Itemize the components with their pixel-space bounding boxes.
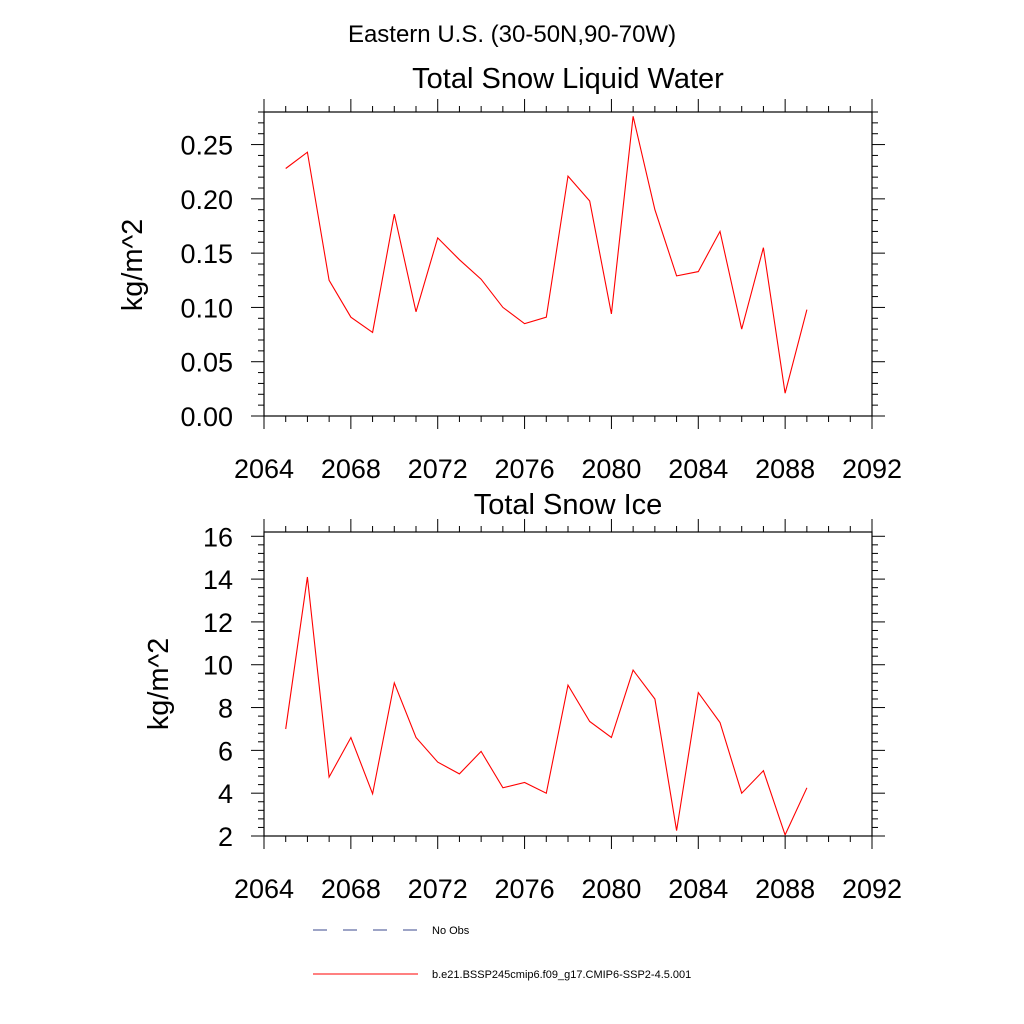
y-tick-label: 8 [218,694,233,724]
x-tick-label: 2080 [581,874,641,904]
x-tick-label: 2088 [755,874,815,904]
x-tick-label: 2064 [234,874,294,904]
y-axis-label: kg/m^2 [143,638,175,731]
series-line [285,116,808,394]
figure-title: Eastern U.S. (30-50N,90-70W) [348,21,676,48]
x-tick-label: 2068 [321,454,381,484]
y-tick-label: 10 [203,651,233,681]
series-layer [285,576,808,837]
legend-label-model-run: b.e21.BSSP245cmip6.f09_g17.CMIP6-SSP2-4.… [432,969,691,981]
y-tick-label: 0.00 [180,402,233,432]
y-axis-label: kg/m^2 [117,219,149,312]
x-tick-label: 2092 [842,454,902,484]
y-tick-label: 12 [203,608,233,638]
panel-title: Total Snow Ice [474,489,663,521]
y-tick-label: 2 [218,822,233,852]
x-tick-label: 2076 [495,874,555,904]
series-layer [285,116,808,394]
x-tick-label: 2092 [842,874,902,904]
legend-label-no-obs: No Obs [432,925,470,937]
y-tick-label: 0.15 [180,239,233,269]
y-tick-label: 0.20 [180,185,233,215]
x-tick-label: 2072 [408,874,468,904]
x-tick-label: 2088 [755,454,815,484]
x-tick-label: 2084 [668,874,728,904]
tick-layer: 2064 2068 2072 2076 2080 2084 2088 2092 2 4 6 8 10 12… [203,519,902,904]
series-line [285,576,808,837]
x-tick-label: 2064 [234,454,294,484]
x-tick-label: 2084 [668,454,728,484]
x-tick-label: 2080 [581,454,641,484]
y-tick-label: 0.25 [180,131,233,161]
legend: No Obs b.e21.BSSP245cmip6.f09_g17.CMIP6-… [313,925,691,981]
tick-layer: 2064 2068 2072 2076 2080 2084 2088 2092 0.00 0.05… [180,99,902,484]
y-tick-label: 4 [218,779,233,809]
panel-title: Total Snow Liquid Water [412,63,724,95]
x-tick-label: 2068 [321,874,381,904]
x-tick-label: 2076 [495,454,555,484]
y-tick-label: 0.10 [180,293,233,323]
y-tick-label: 6 [218,736,233,766]
plot-frame [263,531,873,837]
x-tick-label: 2072 [408,454,468,484]
y-tick-label: 14 [203,565,233,595]
y-tick-label: 16 [203,522,233,552]
plot-frame [263,111,873,417]
chart-panel-snow-liquid-water: Total Snow Liquid Water kg/m^2 2064 2068 2… [117,63,902,484]
y-tick-label: 0.05 [180,348,233,378]
chart-panel-snow-ice: Total Snow Ice kg/m^2 2064 2068 2072 2076 20… [143,489,902,904]
